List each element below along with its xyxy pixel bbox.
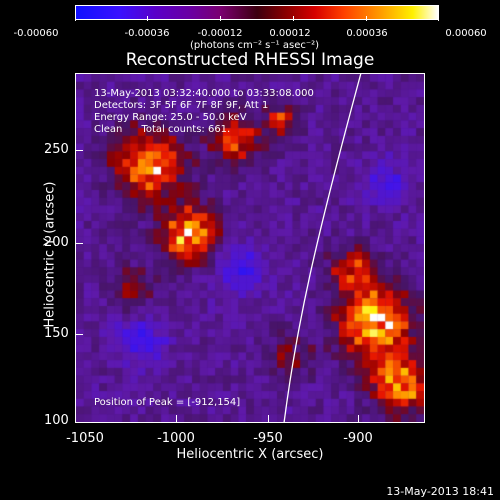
rhessi-image bbox=[75, 73, 425, 423]
colorbar-tickmark bbox=[366, 16, 367, 21]
x-axis-tick bbox=[176, 415, 177, 423]
info-energy-range: Energy Range: 25.0 - 50.0 keV bbox=[94, 112, 247, 123]
colorbar-tickmark bbox=[293, 16, 294, 21]
image-title: Reconstructed RHESSI Image bbox=[125, 50, 375, 70]
colorbar-tick-label: -0.00036 bbox=[124, 28, 170, 39]
colorbar-tickmark bbox=[438, 16, 439, 21]
plot-timestamp: 13-May-2013 18:41 bbox=[386, 485, 494, 498]
y-tick-label: 150 bbox=[44, 326, 69, 341]
y-tick-label: 200 bbox=[44, 235, 69, 250]
y-tick-label: 100 bbox=[44, 413, 69, 428]
x-axis-label: Heliocentric X (arcsec) bbox=[176, 447, 324, 462]
info-time-range: 13-May-2013 03:32:40.000 to 03:33:08.000 bbox=[94, 88, 314, 99]
colorbar-tickmark bbox=[220, 16, 221, 21]
y-axis-tick bbox=[75, 150, 83, 151]
colorbar-unit: (photons cm⁻² s⁻¹ asec⁻²) bbox=[190, 40, 320, 51]
colorbar-tick-label: 0.00060 bbox=[445, 28, 487, 39]
x-tick-label: -950 bbox=[253, 431, 283, 446]
colorbar bbox=[75, 5, 439, 20]
colorbar-tick-label: -0.00012 bbox=[197, 28, 243, 39]
y-tick-label: 250 bbox=[44, 142, 69, 157]
y-axis-tick bbox=[75, 243, 83, 244]
x-axis-tick bbox=[358, 415, 359, 423]
y-axis-label: Heliocentric Y (arcsec) bbox=[42, 181, 58, 328]
x-axis-tick bbox=[268, 415, 269, 423]
colorbar-tick-label: 0.00012 bbox=[269, 28, 311, 39]
info-detectors: Detectors: 3F 5F 6F 7F 8F 9F, Att 1 bbox=[94, 100, 269, 111]
x-tick-label: -1000 bbox=[157, 431, 195, 446]
x-tick-label: -1050 bbox=[66, 431, 104, 446]
colorbar-tickmark bbox=[75, 16, 76, 21]
solar-limb-line bbox=[283, 73, 362, 423]
colorbar-tick-label: 0.00036 bbox=[346, 28, 388, 39]
x-tick-label: -900 bbox=[343, 431, 373, 446]
peak-position: Position of Peak = [-912,154] bbox=[94, 397, 241, 408]
colorbar-tickmark bbox=[147, 16, 148, 21]
y-axis-tick bbox=[75, 334, 83, 335]
colorbar-tick-label: -0.00060 bbox=[13, 28, 59, 39]
info-clean-counts: Clean Total counts: 661. bbox=[94, 124, 231, 135]
rhessi-heatmap bbox=[76, 74, 424, 422]
